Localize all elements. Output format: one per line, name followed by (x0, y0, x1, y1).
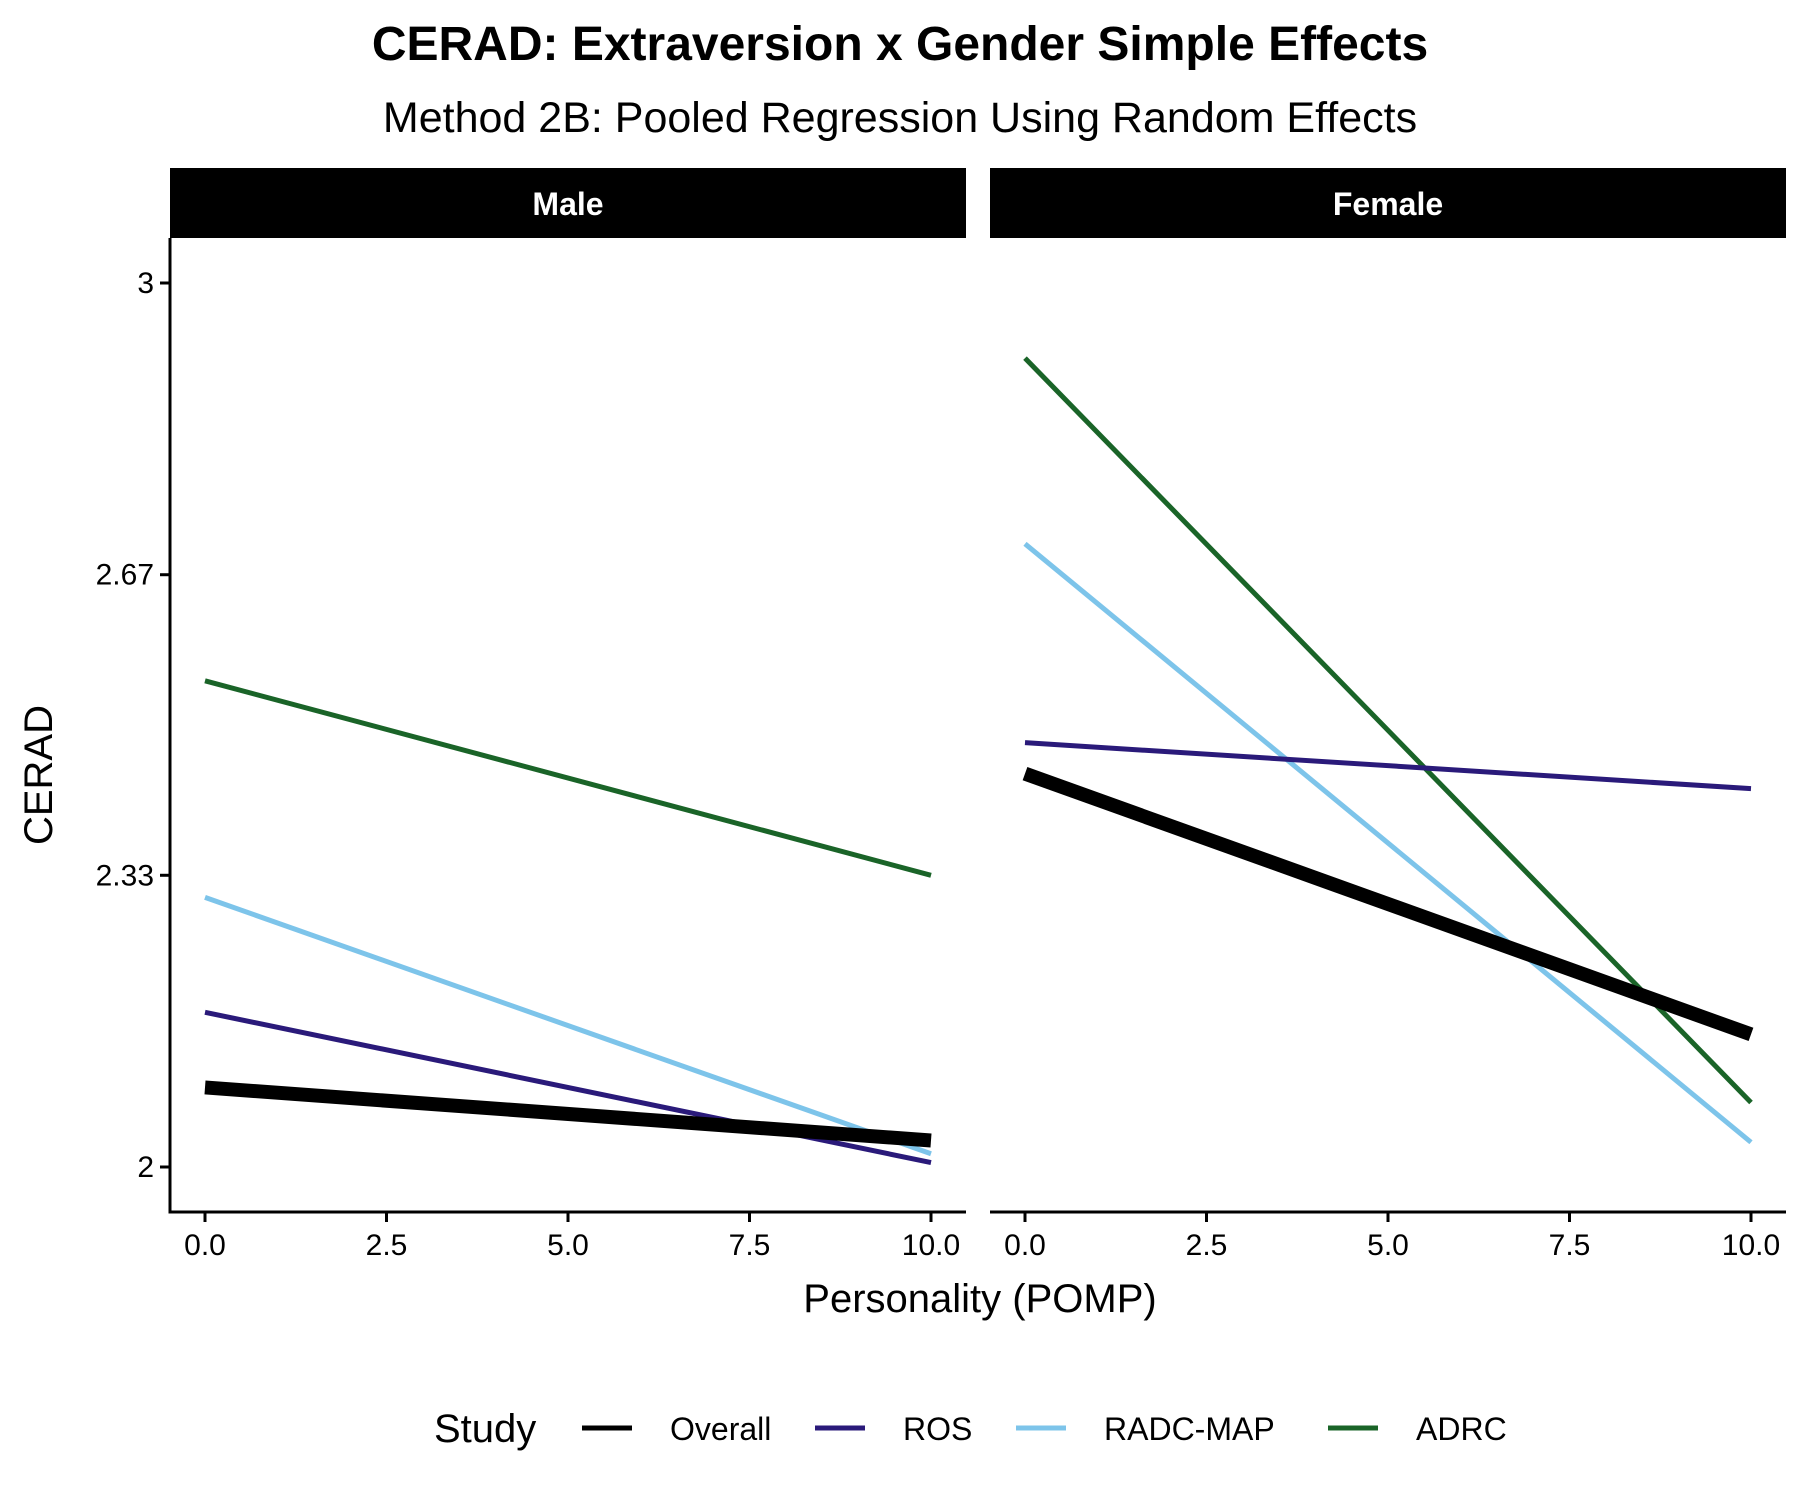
facet-panels: Male 2 2.33 2.67 3 0.0 2.5 5.0 7.5 10.0 Female 0.0 2… (96, 168, 1786, 1262)
x-tick-label: 2.5 (1186, 1229, 1228, 1262)
series-line-overall (204, 1080, 932, 1148)
y-tick-label: 2 (137, 1151, 154, 1184)
facet-strip-label: Male (532, 186, 603, 222)
series-line-ros (1024, 740, 1752, 792)
facet-strip-label: Female (1333, 186, 1443, 222)
x-tick-label: 10.0 (902, 1229, 960, 1262)
chart-title: CERAD: Extraversion x Gender Simple Effe… (372, 18, 1428, 71)
x-tick-label: 5.0 (547, 1229, 589, 1262)
legend-item-ros: ROS (815, 1411, 972, 1447)
panel-female: Female 0.0 2.5 5.0 7.5 10.0 (990, 168, 1786, 1262)
legend-title: Study (434, 1407, 536, 1451)
x-tick-label: 2.5 (366, 1229, 408, 1262)
legend-label: ADRC (1416, 1411, 1507, 1447)
legend-item-adrc: ADRC (1328, 1411, 1507, 1447)
series-line-adrc (204, 678, 932, 878)
x-tick-label: 0.0 (184, 1229, 226, 1262)
x-axis-title: Personality (POMP) (803, 1277, 1156, 1321)
legend-item-radc-map: RADC-MAP (1016, 1411, 1275, 1447)
x-tick-label: 0.0 (1004, 1229, 1046, 1262)
legend-label: Overall (670, 1411, 771, 1447)
legend-label: ROS (903, 1411, 972, 1447)
panel-male: Male 2 2.33 2.67 3 0.0 2.5 5.0 7.5 10.0 (96, 168, 966, 1262)
legend-item-overall: Overall (582, 1411, 771, 1447)
series-line-radc-map (204, 895, 932, 1157)
series-line-overall (1022, 767, 1754, 1041)
facet-strip (990, 168, 1786, 238)
y-tick-label: 3 (137, 267, 154, 300)
legend-label: RADC-MAP (1104, 1411, 1275, 1447)
series-line-adrc (1023, 356, 1753, 1105)
y-tick-label: 2.67 (96, 559, 154, 592)
x-tick-label: 5.0 (1367, 1229, 1409, 1262)
facet-strip (170, 168, 966, 238)
y-tick-label: 2.33 (96, 859, 154, 892)
x-tick-label: 7.5 (729, 1229, 771, 1262)
x-tick-label: 7.5 (1549, 1229, 1591, 1262)
legend: Study Overall ROS RADC-MAP ADRC (434, 1407, 1507, 1451)
chart-subtitle: Method 2B: Pooled Regression Using Rando… (383, 94, 1417, 142)
series-line-radc-map (1023, 541, 1753, 1145)
y-axis-title: CERAD (17, 705, 61, 845)
x-tick-label: 10.0 (1722, 1229, 1780, 1262)
